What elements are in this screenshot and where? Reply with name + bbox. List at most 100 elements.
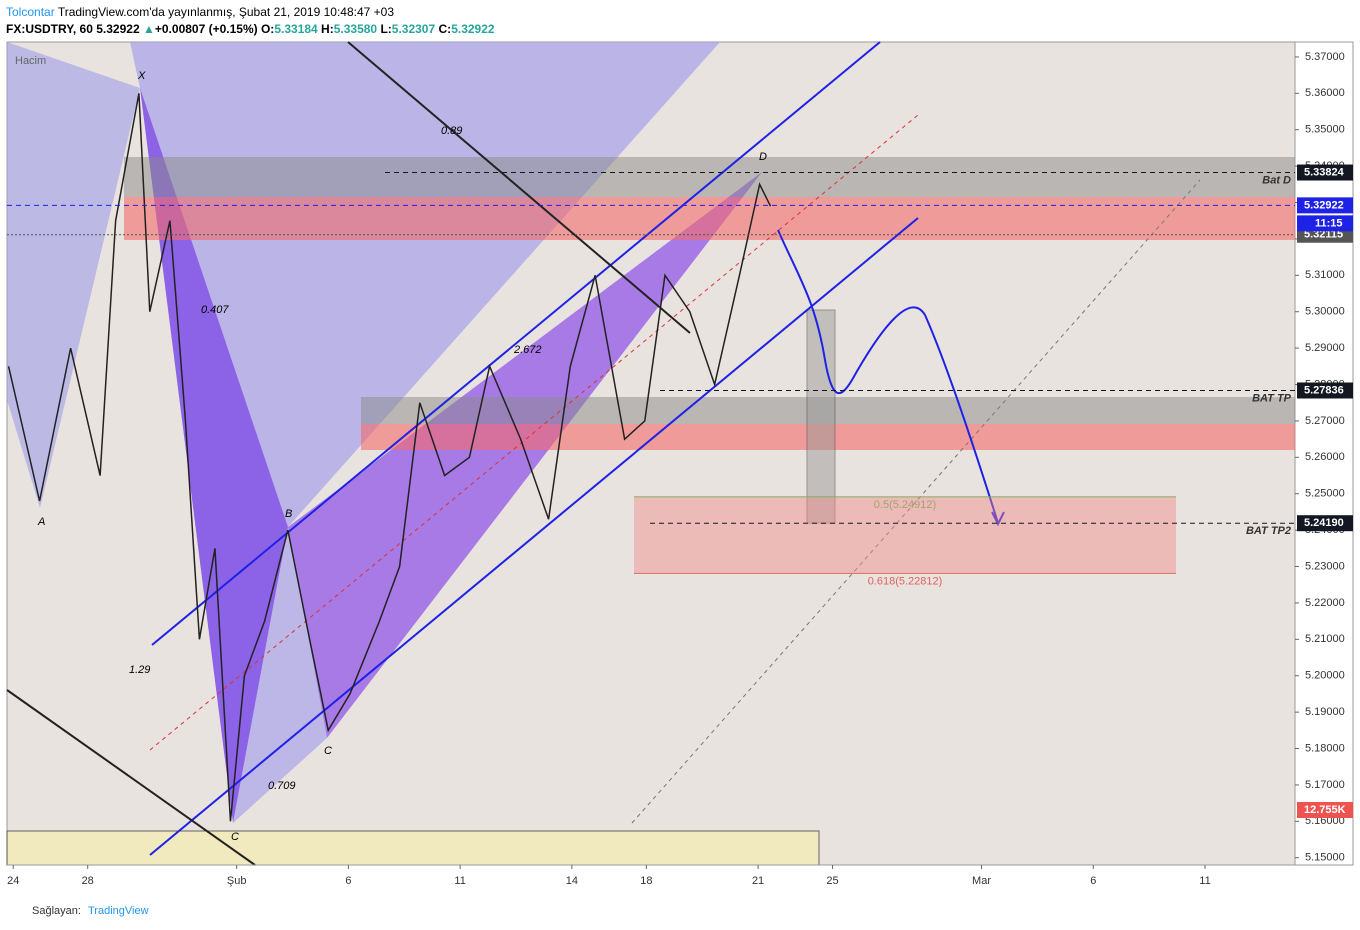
pattern-fill (7, 42, 140, 508)
level-name: Bat D (1262, 174, 1291, 186)
pattern-label: X (137, 70, 146, 82)
trendline (631, 179, 1201, 824)
x-tick-label: 6 (1090, 875, 1096, 887)
last: 5.32922 (96, 22, 140, 36)
pattern-fill (233, 527, 327, 823)
y-tick-label: 5.30000 (1305, 306, 1345, 318)
y-tick-label: 5.18000 (1305, 742, 1345, 754)
fib-label: 0.5(5.24912) (874, 499, 936, 511)
zone (124, 197, 1295, 240)
ratio: 1.29 (129, 664, 150, 676)
price-tag (1297, 197, 1353, 214)
projection (777, 229, 999, 524)
channel-mid (149, 114, 919, 751)
price-tag-label: 5.32115 (1304, 229, 1343, 241)
ratio: 0.89 (441, 125, 462, 137)
trendline (6, 689, 256, 866)
pattern-label: A (37, 516, 45, 528)
y-tick-label: 5.15000 (1305, 852, 1345, 864)
y-tick-label: 5.17000 (1305, 779, 1345, 791)
pattern-label: D (759, 151, 767, 163)
y-tick-label: 5.20000 (1305, 670, 1345, 682)
header: Tolcontar TradingView.com'da yayınlanmış… (6, 5, 394, 19)
low: 5.32307 (391, 22, 436, 36)
price-line (7, 93, 772, 822)
x-tick-label: 24 (7, 875, 19, 887)
y-tick-label: 5.31000 (1305, 269, 1345, 281)
drawings (6, 41, 1295, 866)
pattern-fill (140, 88, 288, 823)
pattern-fill (288, 172, 762, 738)
x-tick-label: 18 (640, 875, 652, 887)
level-name: BAT TP (1252, 392, 1292, 404)
y-tick-label: 5.37000 (1305, 51, 1345, 63)
price-tag-label: 5.24190 (1304, 517, 1344, 529)
pattern-label: C (324, 745, 332, 757)
published: TradingView.com'da yayınlanmış, Şubat 21… (57, 5, 395, 19)
channel (149, 217, 919, 856)
y-tick-label: 5.23000 (1305, 560, 1345, 572)
price-tag-label: 5.27836 (1304, 384, 1344, 396)
price-tag-label: 5.33824 (1304, 166, 1345, 178)
y-tick-label: 5.25000 (1305, 488, 1345, 500)
l: L: (380, 22, 392, 36)
volume-tag (1297, 802, 1353, 818)
arrow: ▲ (142, 22, 155, 36)
y-tick-label: 5.26000 (1305, 451, 1345, 463)
author[interactable]: Tolcontar (6, 5, 55, 19)
ratio: 0.709 (268, 780, 296, 792)
pattern-label: B (285, 508, 292, 520)
x-tick-label: 6 (345, 875, 351, 887)
y-tick-label: 5.29000 (1305, 342, 1345, 354)
arrow-head (991, 511, 1005, 527)
provider: Sağlayan: (32, 905, 81, 917)
volume-tag-label: 12.755K (1304, 804, 1346, 816)
fib-zone (634, 496, 1176, 574)
box (806, 309, 836, 524)
y-tick-label: 5.21000 (1305, 633, 1345, 645)
ratio: 0.407 (201, 304, 229, 316)
indicator-label: Hacim (15, 55, 46, 67)
zone (124, 157, 1295, 197)
symbol: FX:USDTRY, 60 (6, 22, 93, 36)
ratio: 2.672 (513, 344, 542, 356)
y-tick-label: 5.19000 (1305, 706, 1345, 718)
price-tag (1297, 515, 1353, 532)
c: C: (438, 22, 452, 36)
brand[interactable]: TradingView (88, 905, 149, 917)
x-tick-label: 21 (752, 875, 764, 887)
x-tick-label: 25 (826, 875, 838, 887)
pattern-label: C (231, 831, 239, 843)
y-tick-label: 5.16000 (1305, 815, 1345, 827)
price-tag-label: 5.32922 (1304, 199, 1344, 211)
channel (151, 41, 881, 646)
y-tick-label: 5.36000 (1305, 87, 1345, 99)
x-tick-label: 28 (82, 875, 94, 887)
y-tick-label: 5.35000 (1305, 124, 1345, 136)
x-tick-label: 11 (1199, 875, 1210, 887)
trendline (347, 41, 691, 334)
pattern-labels: X A B C D C 0.89 0.407 2.672 1.29 0.709 (37, 70, 767, 843)
fib-label: 0.618(5.22812) (868, 575, 943, 587)
price-tag (1297, 164, 1353, 181)
price-tag (1297, 382, 1353, 399)
x-tick-label: Mar (972, 875, 991, 887)
countdown-bg (1297, 215, 1353, 232)
x-tick-label: Şub (227, 875, 247, 887)
change: +0.00807 (+0.15%) (154, 22, 258, 36)
high: 5.33580 (333, 22, 378, 36)
h: H: (321, 22, 334, 36)
y-tick-label: 5.27000 (1305, 415, 1345, 427)
o: O: (260, 22, 275, 36)
x-tick-label: 11 (454, 875, 465, 887)
countdown: 11:15 (1315, 217, 1343, 229)
y-tick-label: 5.22000 (1305, 597, 1345, 609)
x-tick-label: 14 (566, 875, 578, 887)
volume-box (6, 830, 820, 866)
open: 5.33184 (274, 22, 318, 36)
symbol-bar: FX:USDTRY, 60 5.32922 ▲+0.00807 (+0.15%)… (6, 22, 495, 36)
close: 5.32922 (451, 22, 495, 36)
level-name: BAT TP2 (1246, 525, 1291, 537)
